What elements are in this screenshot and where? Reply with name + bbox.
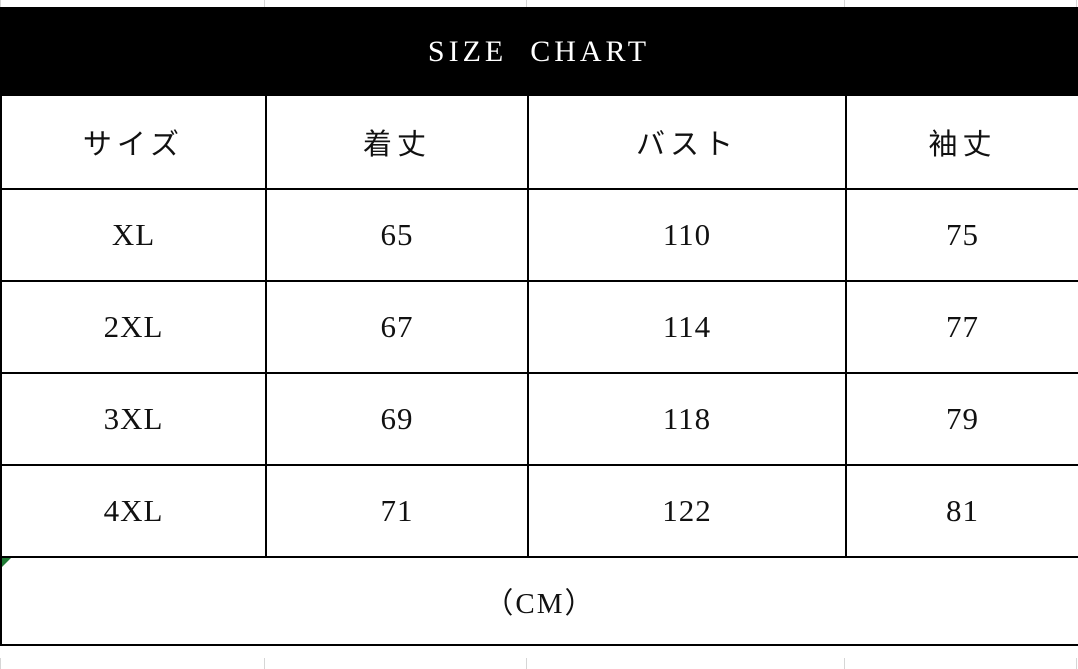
- cell-sleeve: 81: [845, 464, 1078, 558]
- cell-sleeve: 77: [845, 280, 1078, 374]
- cell-bust: 114: [527, 280, 847, 374]
- column-header-size: サイズ: [0, 94, 267, 190]
- table-row: 3XL 69 118 79: [0, 372, 1078, 466]
- cell-size: 3XL: [0, 372, 267, 466]
- table-row: 4XL 71 122 81: [0, 464, 1078, 558]
- table-header-row: サイズ 着丈 バスト 袖丈: [0, 94, 1078, 190]
- cell-sleeve: 79: [845, 372, 1078, 466]
- cell-length: 71: [265, 464, 529, 558]
- gridline: [1076, 0, 1077, 7]
- gridline: [526, 658, 527, 669]
- gridline: [0, 0, 1, 7]
- column-header-length: 着丈: [265, 94, 529, 190]
- gridline: [526, 0, 527, 7]
- unit-note-cell: （CM）: [0, 556, 1078, 646]
- gridline: [844, 0, 845, 7]
- title-bar: SIZE CHART: [0, 7, 1078, 96]
- cell-length: 67: [265, 280, 529, 374]
- gridline: [844, 658, 845, 669]
- spreadsheet-gridline-strip-bottom: [0, 658, 1078, 669]
- cell-bust: 122: [527, 464, 847, 558]
- size-table: サイズ 着丈 バスト 袖丈 XL 65 110 75 2XL 67 114 77…: [0, 94, 1078, 646]
- table-row: XL 65 110 75: [0, 188, 1078, 282]
- cell-size: 4XL: [0, 464, 267, 558]
- gridline: [1076, 658, 1077, 669]
- cell-sleeve: 75: [845, 188, 1078, 282]
- column-header-bust: バスト: [527, 94, 847, 190]
- cell-length: 69: [265, 372, 529, 466]
- cell-bust: 118: [527, 372, 847, 466]
- unit-note: （CM）: [484, 588, 596, 620]
- cell-length: 65: [265, 188, 529, 282]
- table-row: 2XL 67 114 77: [0, 280, 1078, 374]
- gridline: [0, 658, 1, 669]
- spreadsheet-gridline-strip-top: [0, 0, 1078, 7]
- column-header-sleeve: 袖丈: [845, 94, 1078, 190]
- page-title: SIZE CHART: [427, 34, 651, 68]
- cell-bust: 110: [527, 188, 847, 282]
- cell-size: XL: [0, 188, 267, 282]
- cell-error-indicator-icon: [2, 558, 11, 567]
- cell-size: 2XL: [0, 280, 267, 374]
- table-footer-row: （CM）: [0, 556, 1078, 646]
- gridline: [264, 0, 265, 7]
- gridline: [264, 658, 265, 669]
